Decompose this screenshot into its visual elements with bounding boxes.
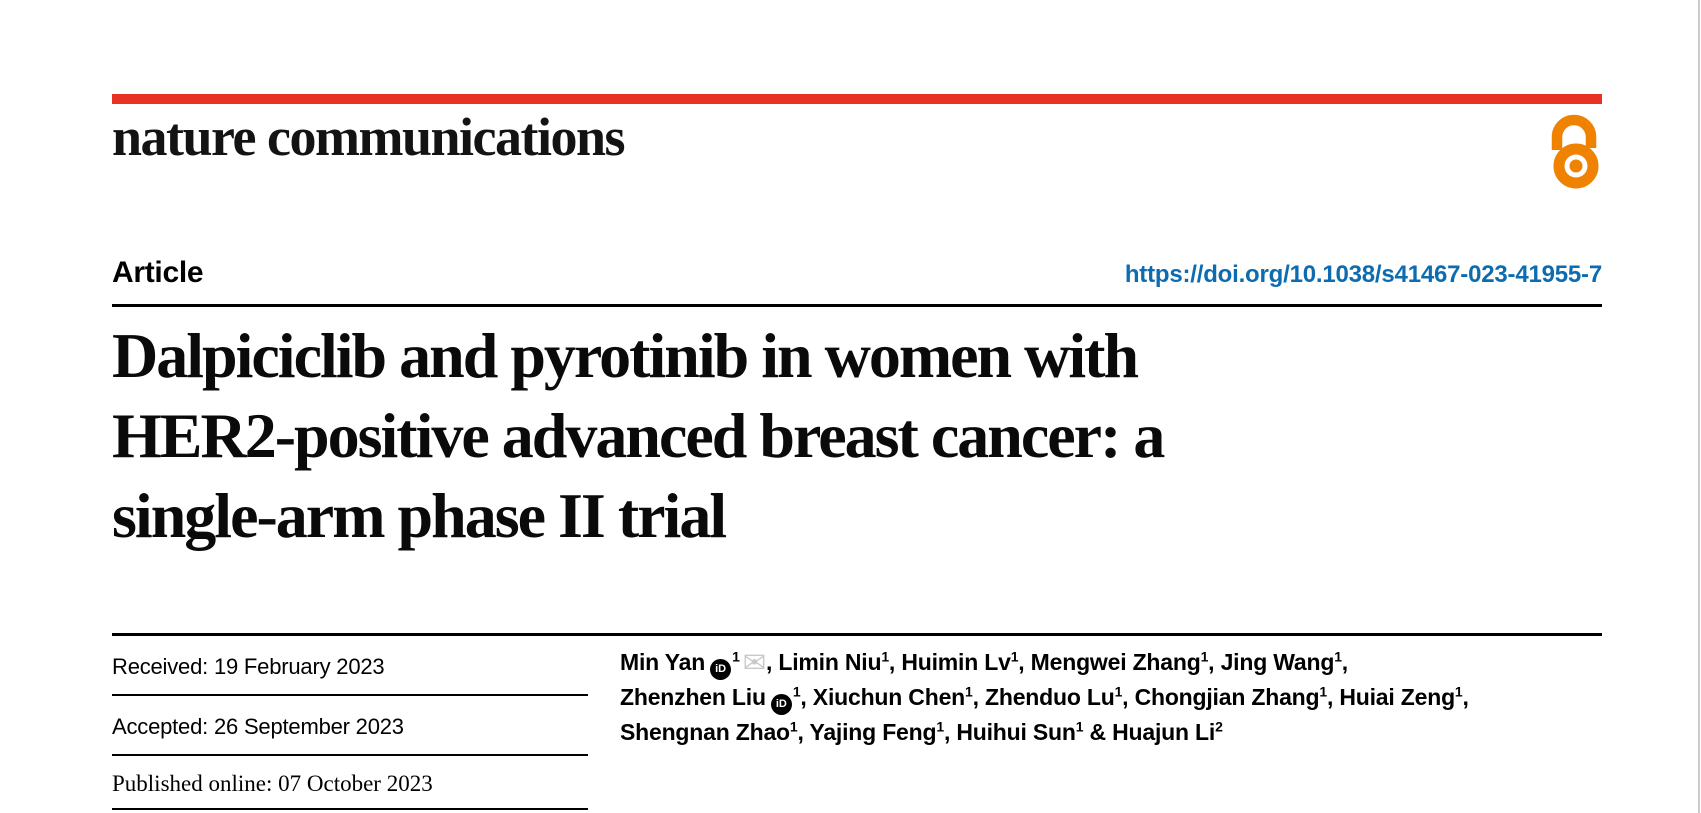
brand-red-bar xyxy=(112,94,1602,104)
author-separator: & xyxy=(1083,719,1113,745)
date-received-value: 19 February 2023 xyxy=(213,654,385,679)
page-content: nature communications Article https://do… xyxy=(112,0,1602,810)
author-separator: , xyxy=(1326,684,1340,710)
article-bar: Article https://doi.org/10.1038/s41467-0… xyxy=(112,256,1602,290)
author-name: Limin Niu xyxy=(778,649,882,675)
author-block: Min Yan iD1 ✉, Limin Niu1, Huimin Lv1, Men… xyxy=(620,636,1602,750)
date-accepted-label: Accepted: xyxy=(112,714,209,739)
author-affiliation-superscript: 1 xyxy=(1319,683,1327,700)
author-affiliation-superscript: 1 xyxy=(1454,683,1463,700)
author-separator: , xyxy=(1208,649,1221,675)
article-title: Dalpiciclib and pyrotinib in women with … xyxy=(112,316,1602,556)
title-line-2: HER2-positive advanced breast cancer: a xyxy=(112,400,1165,471)
article-rule xyxy=(112,304,1602,307)
author-affiliation-superscript: 1 xyxy=(881,648,889,665)
journal-logo: nature communications xyxy=(112,107,626,167)
author-separator: , xyxy=(1018,649,1031,675)
author-name: Zhenzhen Liu xyxy=(620,684,766,710)
date-accepted-value: 26 September 2023 xyxy=(213,714,404,739)
author-separator: , xyxy=(797,719,810,745)
author-affiliation-superscript: 1 xyxy=(789,718,798,735)
author-name: Yajing Feng xyxy=(809,719,937,745)
author-name: Huihui Sun xyxy=(956,719,1076,745)
author-name: Jing Wang xyxy=(1220,649,1335,675)
author-name: Huajun Li xyxy=(1112,719,1216,745)
author-affiliation-superscript: 1 xyxy=(732,648,740,665)
meta-columns: Received: 19 February 2023 Accepted: 26 … xyxy=(112,636,1602,810)
date-received: Received: 19 February 2023 xyxy=(112,636,588,696)
date-received-label: Received: xyxy=(112,654,209,679)
author-affiliation-superscript: 1 xyxy=(1075,718,1084,735)
meta-top-rule xyxy=(112,633,1602,636)
author-name: Min Yan xyxy=(620,649,706,675)
masthead: nature communications xyxy=(112,104,1602,189)
author-separator: , xyxy=(972,684,985,710)
meta-section: Received: 19 February 2023 Accepted: 26 … xyxy=(112,633,1602,810)
orcid-icon[interactable]: iD xyxy=(710,659,732,680)
author-separator: , xyxy=(943,719,957,745)
author-name: Huiai Zeng xyxy=(1339,684,1455,710)
author-affiliation-superscript: 1 xyxy=(1114,683,1123,700)
author-name: Huimin Lv xyxy=(901,649,1011,675)
author-line: Zhenzhen Liu iD1, Xiuchun Chen1, Zhenduo … xyxy=(620,680,1602,715)
email-envelope-icon[interactable]: ✉ xyxy=(742,647,766,678)
author-separator: , xyxy=(1341,649,1348,675)
author-separator: , xyxy=(1122,684,1135,710)
date-published: Published online: 07 October 2023 xyxy=(112,756,588,810)
author-separator: , xyxy=(800,684,813,710)
date-published-value: 07 October 2023 xyxy=(278,771,433,796)
author-affiliation-superscript: 1 xyxy=(965,683,973,700)
page-edge-divider xyxy=(1698,0,1700,813)
author-name: Zhenduo Lu xyxy=(985,684,1115,710)
author-name: Xiuchun Chen xyxy=(812,684,966,710)
doi-link[interactable]: https://doi.org/10.1038/s41467-023-41955… xyxy=(1124,261,1602,288)
title-line-1: Dalpiciclib and pyrotinib in women with xyxy=(112,320,1139,391)
open-access-icon xyxy=(1551,114,1599,189)
date-accepted: Accepted: 26 September 2023 xyxy=(112,696,588,756)
author-affiliation-superscript: 1 xyxy=(1200,648,1209,665)
date-published-label: Published online: xyxy=(112,771,273,796)
author-name: Mengwei Zhang xyxy=(1030,649,1201,675)
author-separator: , xyxy=(765,649,779,675)
author-affiliation-superscript: 1 xyxy=(1010,648,1019,665)
author-affiliation-superscript: 1 xyxy=(1334,648,1342,665)
title-line-3: single-arm phase II trial xyxy=(112,480,727,551)
orcid-icon[interactable]: iD xyxy=(770,694,792,715)
dates-column: Received: 19 February 2023 Accepted: 26 … xyxy=(112,636,588,810)
author-separator: , xyxy=(1462,684,1469,710)
author-affiliation-superscript: 1 xyxy=(936,718,944,735)
author-name: Chongjian Zhang xyxy=(1134,684,1320,710)
article-type-label: Article xyxy=(112,256,204,289)
author-separator: , xyxy=(888,649,902,675)
author-affiliation-superscript: 2 xyxy=(1215,718,1223,735)
author-name: Shengnan Zhao xyxy=(620,719,790,745)
author-line: Shengnan Zhao1, Yajing Feng1, Huihui Sun… xyxy=(620,715,1602,750)
author-affiliation-superscript: 1 xyxy=(792,683,801,700)
author-line: Min Yan iD1 ✉, Limin Niu1, Huimin Lv1, Men… xyxy=(620,645,1602,680)
